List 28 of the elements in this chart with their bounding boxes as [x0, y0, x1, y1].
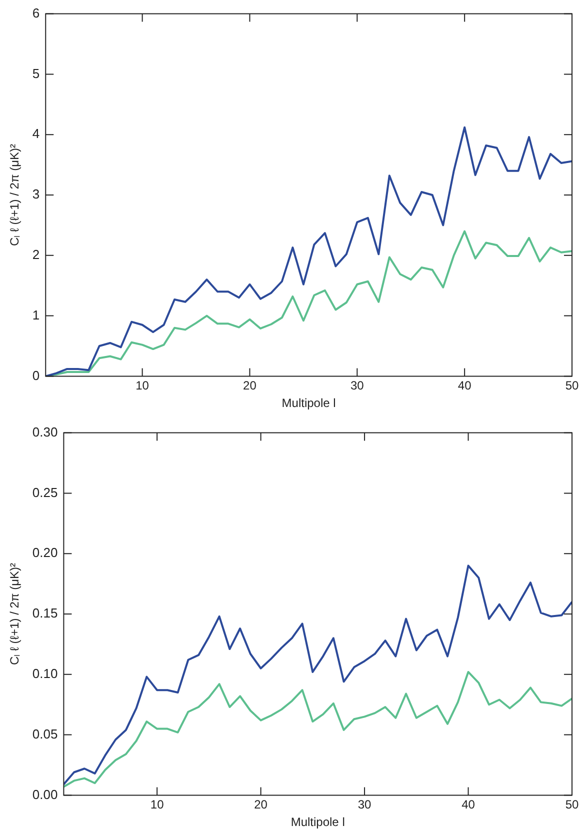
y-tick-label: 0.10 — [32, 666, 58, 681]
x-tick-label: 50 — [565, 798, 579, 812]
x-tick-label: 30 — [358, 798, 372, 812]
x-tick-label: 50 — [565, 378, 579, 393]
y-tick-label: 0 — [32, 368, 40, 383]
y-tick-label: 6 — [32, 5, 40, 20]
y-tick-label: 0.15 — [32, 606, 58, 621]
y-tick-label: 4 — [32, 126, 40, 142]
y-tick-label: 0.25 — [32, 484, 58, 500]
y-tick-label: 1 — [32, 307, 40, 322]
y-tick-label: 0.30 — [32, 424, 58, 440]
x-tick-label: 20 — [254, 798, 268, 812]
y-tick-label: 2 — [32, 246, 40, 262]
x-tick-label: 30 — [350, 378, 364, 393]
y-tick-label: 0.00 — [32, 786, 58, 802]
x-tick-label: 10 — [136, 378, 150, 393]
y-tick-label: 0.05 — [32, 726, 58, 742]
x-tick-label: 20 — [243, 378, 257, 393]
y-tick-label: 0.20 — [32, 545, 58, 560]
y-axis-title: Cₗ ℓ (ℓ+1) / 2π (μK)² — [8, 563, 22, 665]
x-tick-label: 40 — [462, 798, 476, 812]
x-axis-title: Multipole l — [282, 396, 336, 410]
x-axis-title: Multipole l — [290, 815, 345, 830]
y-axis-title: Cₗ ℓ (ℓ+1) / 2π (μK)² — [8, 144, 22, 246]
y-tick-label: 5 — [32, 66, 40, 81]
x-tick-label: 10 — [150, 798, 164, 812]
y-tick-label: 3 — [32, 186, 40, 202]
x-tick-label: 40 — [458, 378, 472, 393]
